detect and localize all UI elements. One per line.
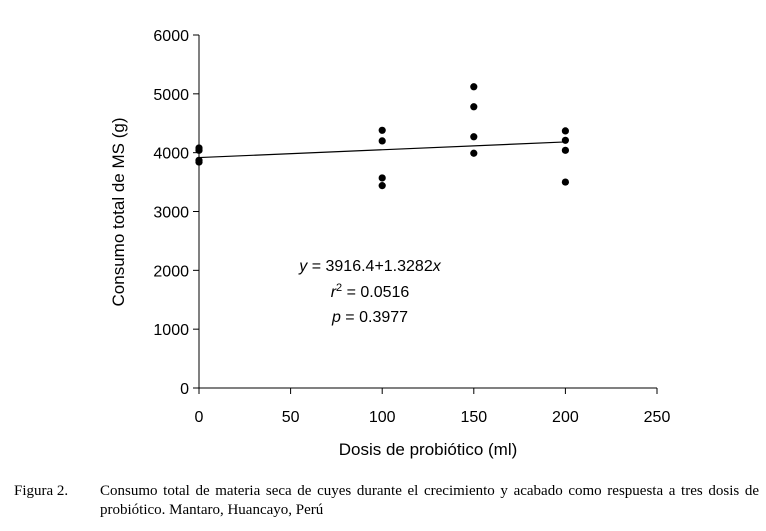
p-value-label: p = 0.3977 <box>331 309 408 326</box>
y-tick-label: 3000 <box>153 205 189 222</box>
x-tick-label: 250 <box>644 409 671 426</box>
x-tick-label: 50 <box>282 409 300 426</box>
y-axis-ticks: 0 1000 2000 3000 4000 5000 6000 <box>153 28 199 398</box>
y-tick-label: 0 <box>180 381 189 398</box>
caption-label: Figura 2. <box>14 483 69 499</box>
data-point <box>195 158 203 166</box>
y-axis-title: Consumo total de MS (g) <box>109 118 128 307</box>
x-tick-label: 150 <box>460 409 487 426</box>
regression-annotation: y = 3916.4+1.3282x r2 = 0.0516 p = 0.397… <box>298 258 441 326</box>
caption-text: Consumo total de materia seca de cuyes d… <box>100 483 759 518</box>
trend-line <box>198 141 566 159</box>
data-point <box>195 146 203 154</box>
data-point <box>378 126 386 134</box>
x-tick-label: 0 <box>195 409 204 426</box>
scatter-chart: 0 50 100 150 200 250 0 1000 2000 3000 4000 5000 600… <box>109 28 671 459</box>
y-tick-label: 5000 <box>153 87 189 104</box>
data-point <box>561 136 570 144</box>
x-axis-title: Dosis de probiótico (ml) <box>339 440 518 459</box>
x-axis-ticks: 0 50 100 150 200 250 <box>195 388 671 426</box>
y-tick-label: 2000 <box>153 263 189 280</box>
data-point <box>470 83 478 91</box>
r2-label: r2 = 0.0516 <box>331 282 410 301</box>
axes <box>198 35 657 389</box>
data-point <box>561 127 570 135</box>
data-point <box>470 133 478 141</box>
data-point <box>470 103 478 111</box>
data-point <box>470 149 478 157</box>
x-tick-label: 100 <box>369 409 396 426</box>
y-tick-label: 6000 <box>153 28 189 45</box>
data-point <box>378 182 386 190</box>
x-tick-label: 200 <box>552 409 579 426</box>
equation-label: y = 3916.4+1.3282x <box>298 258 441 275</box>
data-point <box>378 174 386 182</box>
y-tick-label: 1000 <box>153 322 189 339</box>
data-points <box>195 83 570 190</box>
data-point <box>561 178 570 186</box>
data-point <box>561 146 570 154</box>
data-point <box>378 137 386 145</box>
y-tick-label: 4000 <box>153 146 189 163</box>
